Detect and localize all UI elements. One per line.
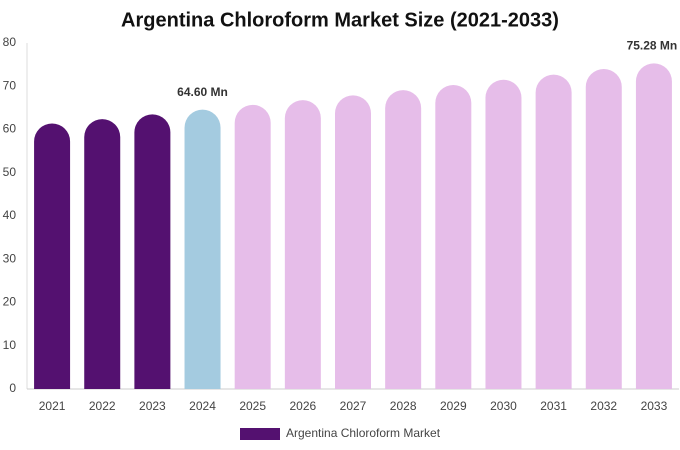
bar <box>234 104 271 389</box>
y-tick-label: 20 <box>3 295 17 309</box>
x-tick-label: 2031 <box>540 399 567 413</box>
bar <box>134 114 171 390</box>
x-tick-label: 2032 <box>590 399 617 413</box>
x-tick-label: 2030 <box>490 399 517 413</box>
x-tick-label: 2021 <box>39 399 66 413</box>
x-tick-label: 2023 <box>139 399 166 413</box>
x-tick-label: 2026 <box>289 399 316 413</box>
y-tick-label: 10 <box>3 338 17 352</box>
y-tick-label: 0 <box>9 381 16 395</box>
x-tick-label: 2029 <box>440 399 467 413</box>
bar <box>535 74 572 389</box>
bar <box>485 79 522 389</box>
legend-label: Argentina Chloroform Market <box>286 426 441 440</box>
legend-swatch <box>240 428 280 440</box>
bar <box>585 68 622 389</box>
y-tick-label: 40 <box>3 208 17 222</box>
bar <box>435 84 472 389</box>
y-tick-label: 80 <box>3 35 17 49</box>
x-tick-label: 2027 <box>340 399 367 413</box>
x-tick-label: 2022 <box>89 399 116 413</box>
y-tick-label: 70 <box>3 78 17 92</box>
bar <box>635 63 672 390</box>
value-label: 75.28 Mn <box>627 39 678 53</box>
y-tick-label: 60 <box>3 122 17 136</box>
x-tick-label: 2024 <box>189 399 216 413</box>
bar <box>385 90 422 389</box>
bar <box>184 109 221 389</box>
bar <box>34 123 71 389</box>
bar <box>84 119 121 389</box>
x-tick-label: 2033 <box>641 399 668 413</box>
chart-title: Argentina Chloroform Market Size (2021-2… <box>121 9 559 31</box>
y-tick-label: 50 <box>3 165 17 179</box>
x-tick-label: 2028 <box>390 399 417 413</box>
bar <box>284 100 321 389</box>
bar <box>335 95 371 390</box>
y-tick-label: 30 <box>3 251 17 265</box>
value-label: 64.60 Mn <box>177 85 228 99</box>
x-tick-label: 2025 <box>239 399 266 413</box>
